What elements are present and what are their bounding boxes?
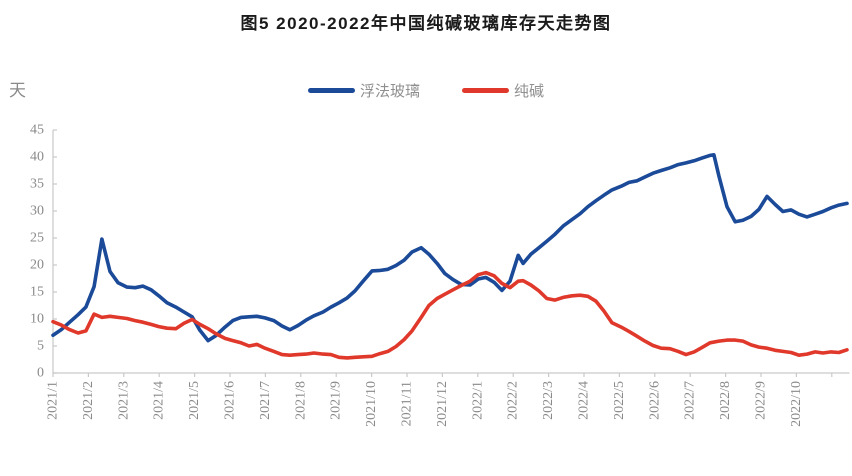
x-tick-label: 2021/8 (293, 381, 308, 420)
y-axis-unit-label: 天 (9, 81, 26, 100)
legend-label-soda-ash: 纯碱 (514, 84, 545, 100)
x-tick-label: 2022/6 (647, 381, 662, 420)
x-tick-label: 2021/11 (400, 381, 415, 426)
y-tick-label: 10 (30, 312, 44, 327)
y-tick-label: 15 (30, 285, 44, 300)
y-tick-label: 25 (30, 231, 44, 246)
legend: 浮法玻璃 纯碱 (0, 80, 852, 101)
x-tick-label: 2022/8 (718, 381, 733, 420)
x-tick-label: 2022/9 (754, 381, 769, 420)
x-tick-label: 2022/1 (470, 381, 485, 420)
y-tick-label: 35 (30, 177, 44, 192)
y-tick-label: 5 (37, 339, 44, 354)
x-tick-label: 2021/5 (187, 381, 202, 420)
legend-item-soda-ash: 纯碱 (462, 80, 544, 101)
x-tick-label: 2022/2 (506, 381, 521, 420)
x-tick-label: 2021/2 (81, 381, 96, 420)
x-tick-label: 2022/7 (683, 381, 698, 420)
legend-item-float-glass: 浮法玻璃 (307, 80, 420, 101)
x-tick-label: 2022/4 (577, 381, 592, 420)
y-tick-label: 30 (30, 204, 44, 219)
x-tick-label: 2021/10 (364, 381, 379, 427)
y-tick-label: 20 (30, 258, 44, 273)
x-tick-label: 2022/3 (541, 381, 556, 420)
x-tick-label: 2021/1 (46, 381, 61, 420)
y-tick-label: 0 (37, 366, 44, 381)
x-tick-label: 2022/10 (789, 381, 804, 427)
x-tick-label: 2021/9 (329, 381, 344, 420)
legend-label-float-glass: 浮法玻璃 (359, 84, 420, 100)
chart-title: 图5 2020-2022年中国纯碱玻璃库存天走势图 (240, 14, 612, 33)
x-tick-label: 2022/5 (612, 381, 627, 420)
series-line-soda-ash (51, 270, 849, 360)
x-tick-label: 2021/7 (258, 381, 273, 420)
x-tick-label: 2021/6 (223, 381, 238, 420)
y-tick-label: 40 (30, 150, 44, 165)
x-tick-label: 2021/4 (152, 381, 167, 420)
legend-line-swatch-soda-ash (462, 88, 509, 93)
series-line-float-glass (51, 153, 849, 343)
x-tick-label: 2021/12 (435, 381, 450, 427)
y-tick-label: 45 (30, 123, 44, 138)
x-tick-label: 2021/3 (116, 381, 131, 420)
legend-line-swatch-float-glass (307, 88, 355, 93)
